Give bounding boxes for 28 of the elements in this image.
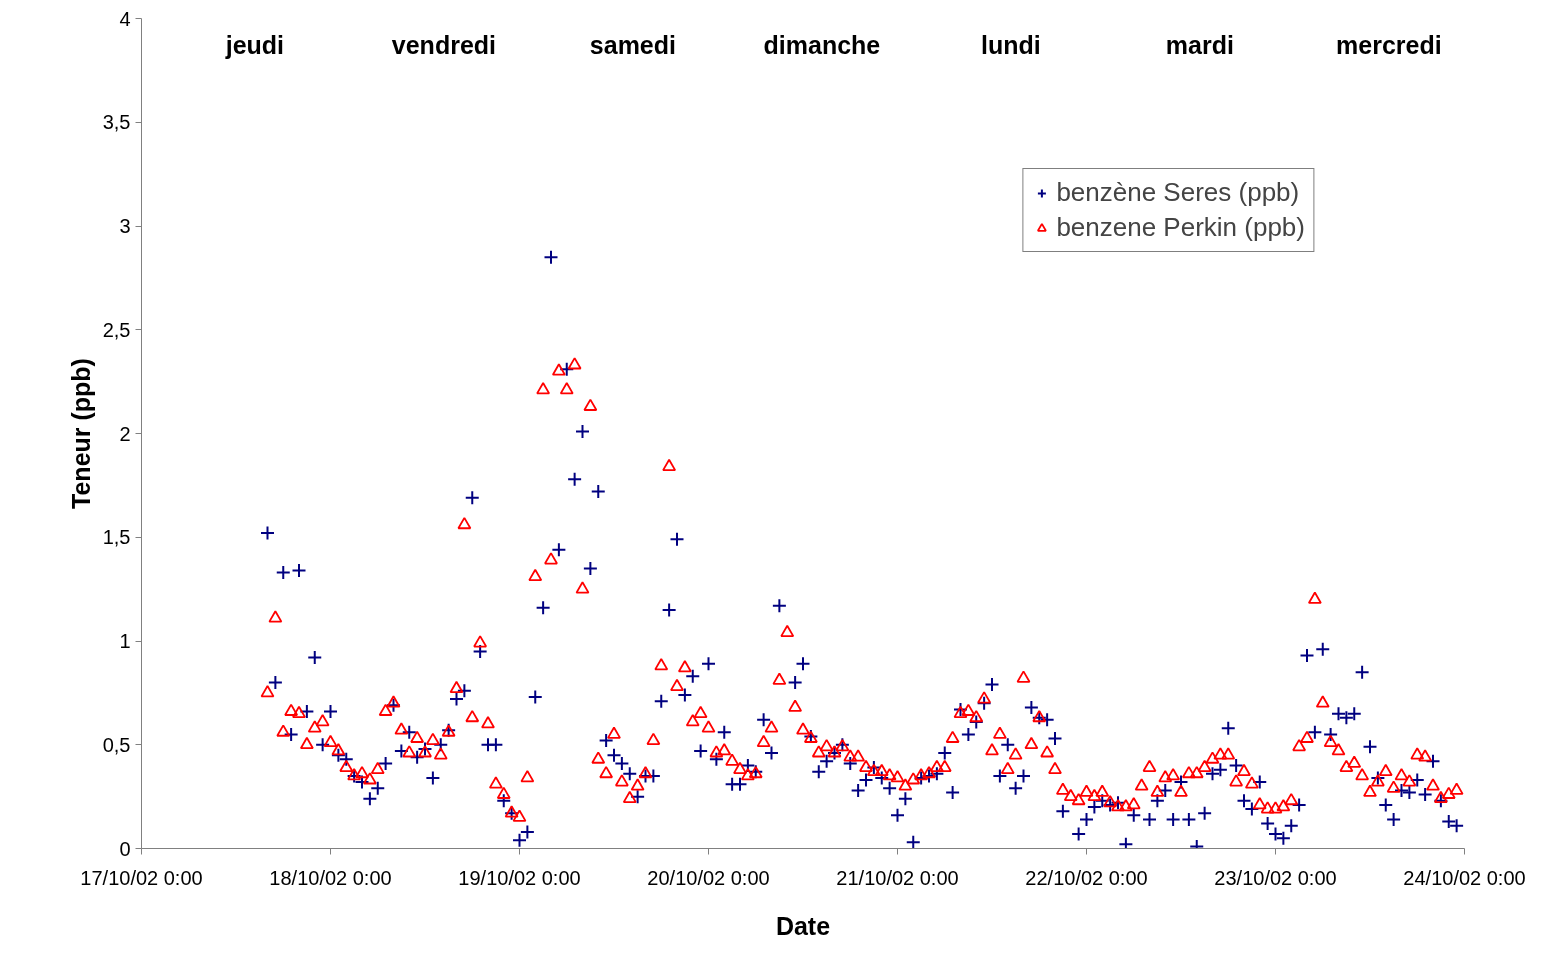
x-tick-label: 23/10/02 0:00 [1214,866,1337,889]
annotation: jeudi [224,30,285,59]
y-tick-label: 4 [119,7,131,30]
y-tick-label: 2,5 [102,318,131,341]
x-tick-label: 17/10/02 0:00 [80,866,203,889]
x-axis-title: Date [775,911,831,940]
x-tick-label: 18/10/02 0:00 [269,866,392,889]
annotation: lundi [981,30,1041,59]
annotation: mercredi [1336,30,1442,59]
y-tick-label: 1 [119,630,131,652]
y-tick-label: 1,5 [102,526,131,549]
annotation: dimanche [763,30,881,59]
x-tick-label: 19/10/02 0:00 [458,866,581,889]
annotation: vendredi [391,30,496,59]
y-tick-label: 0,5 [102,733,131,756]
x-tick-label: 22/10/02 0:00 [1025,866,1148,889]
y-tick-label: 3,5 [102,111,131,134]
y-tick-label: 3 [119,215,131,237]
annotation: mardi [1165,30,1234,59]
legend-label: benzene Perkin (ppb) [1056,212,1305,243]
y-tick-label: 0 [119,837,131,860]
annotation: samedi [589,30,676,59]
x-tick-label: 24/10/02 0:00 [1403,866,1526,889]
legend-label: benzène Seres (ppb) [1056,177,1300,208]
x-tick-label: 21/10/02 0:00 [836,866,959,889]
y-axis-title: Teneur (ppb) [66,358,95,509]
x-tick-label: 20/10/02 0:00 [647,866,770,889]
y-tick-label: 2 [119,422,131,445]
